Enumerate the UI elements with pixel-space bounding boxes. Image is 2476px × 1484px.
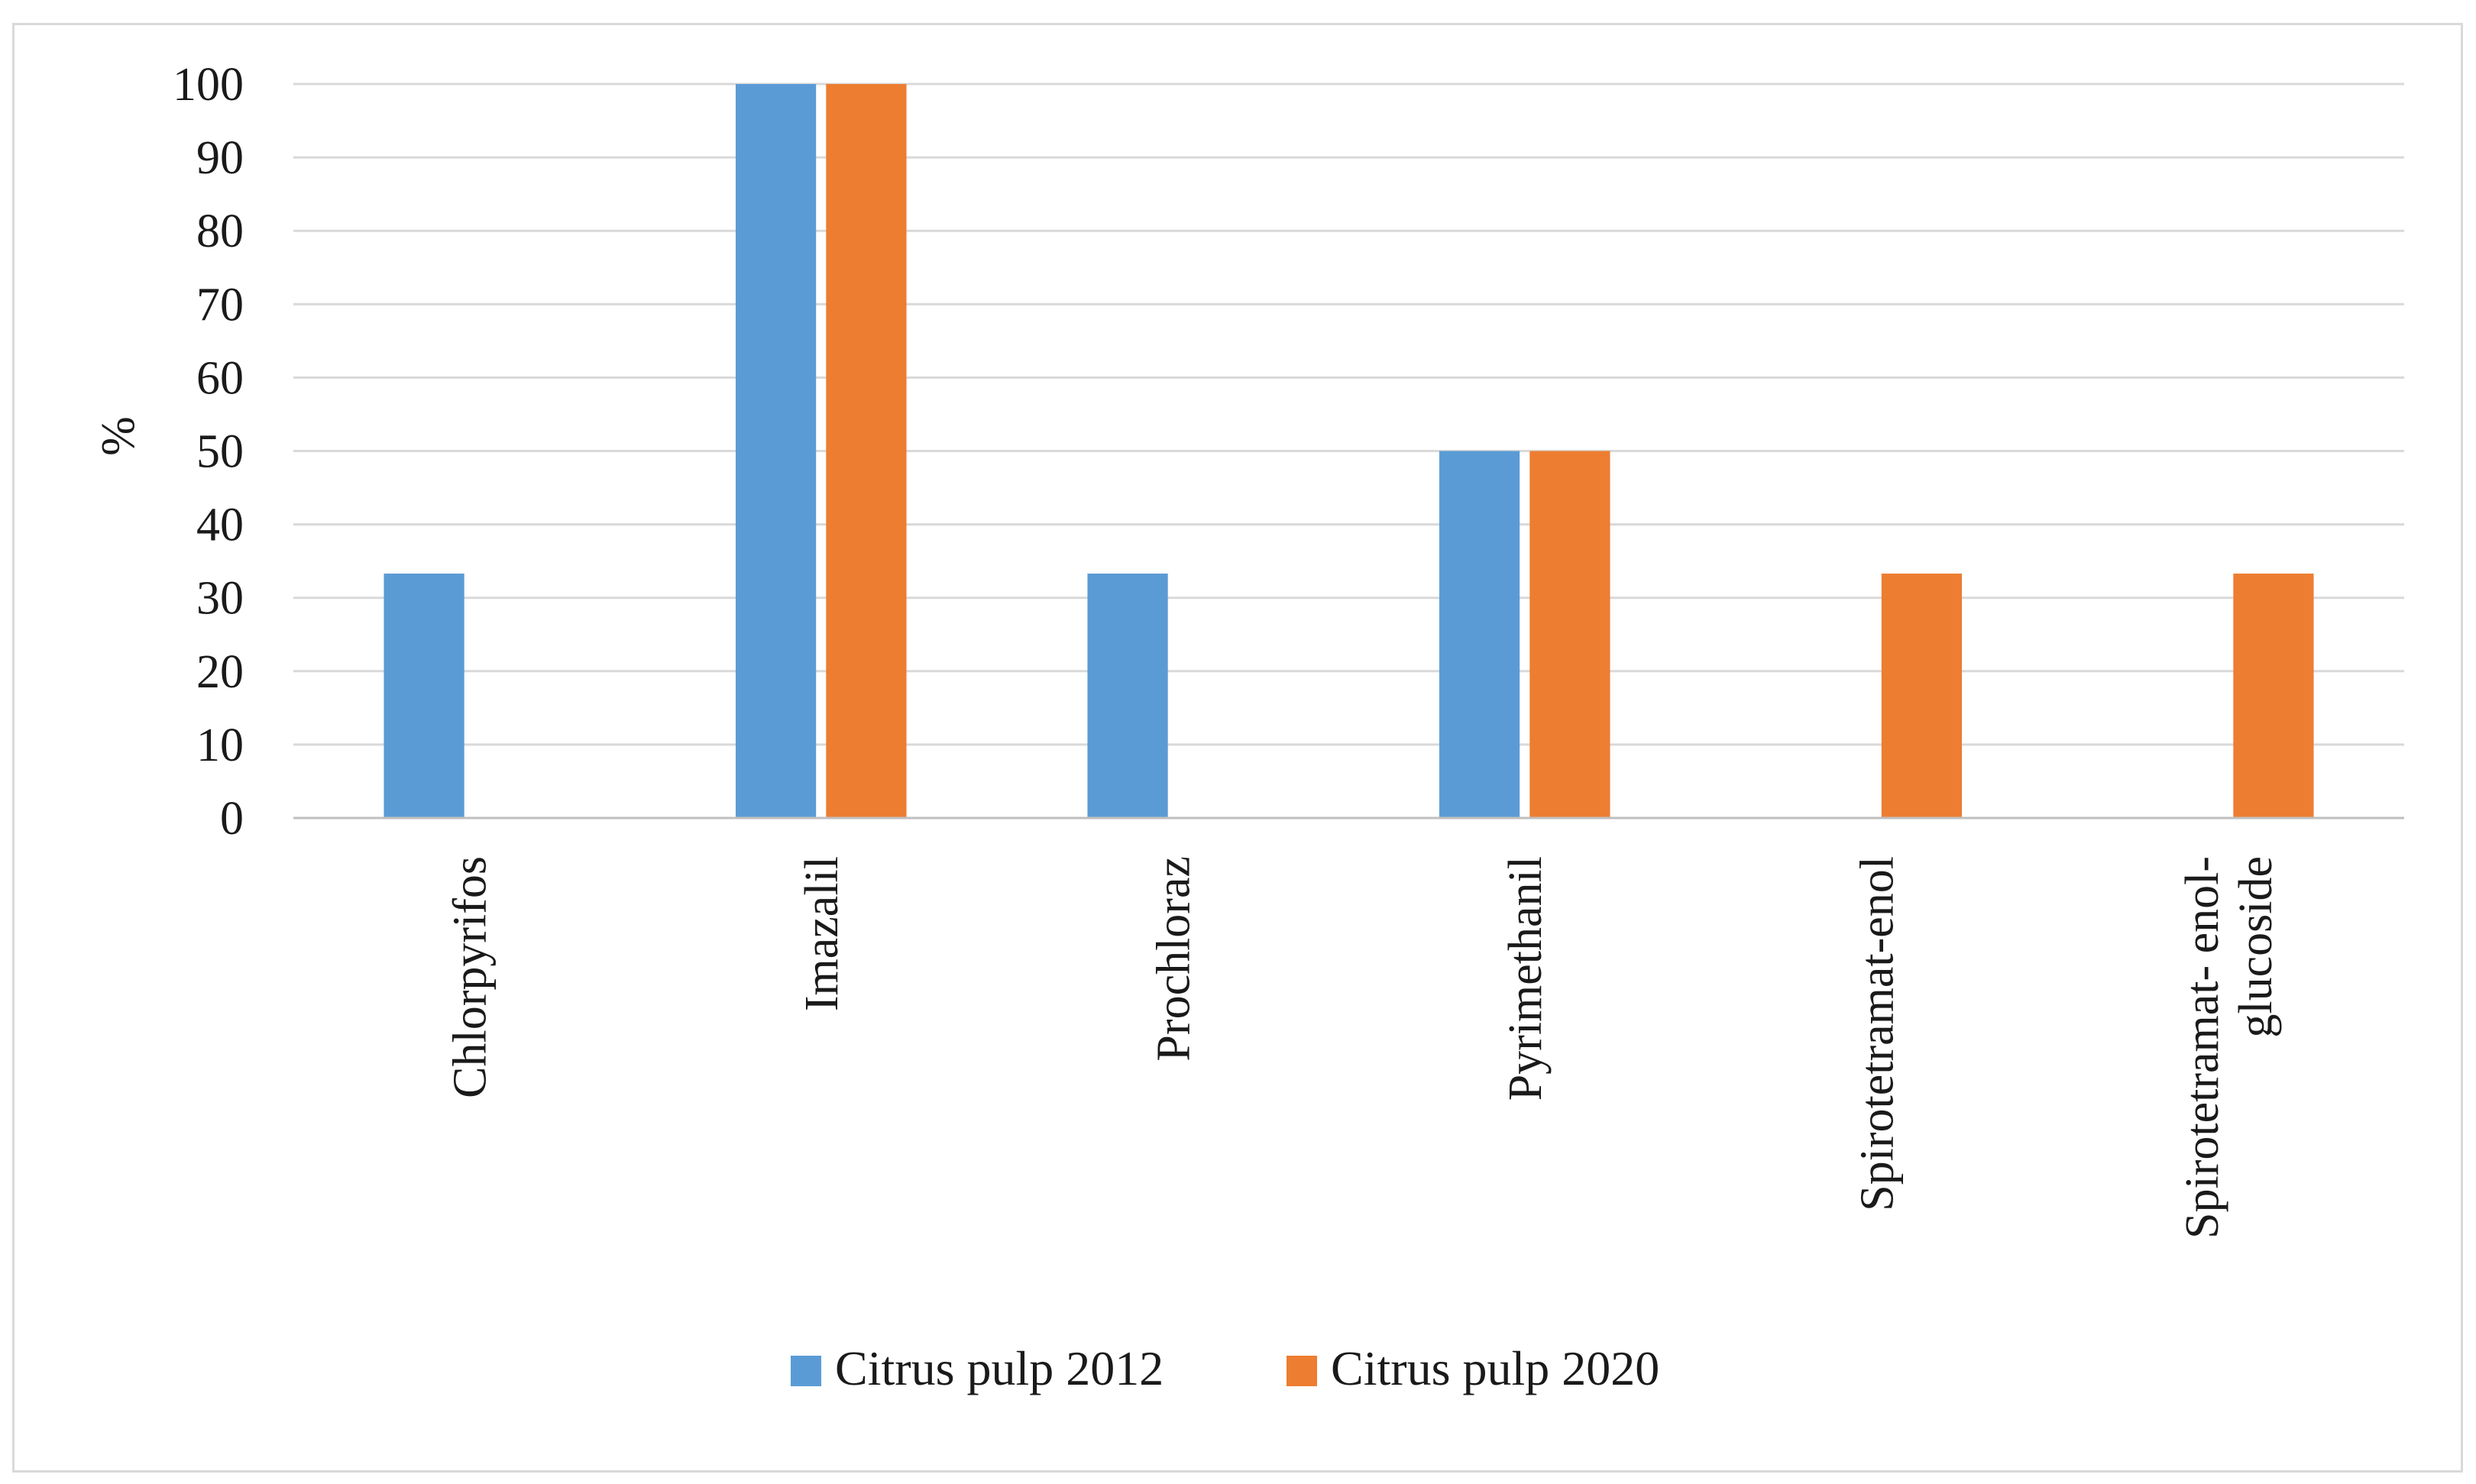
bar-chlorpyrifos-series-1 <box>384 573 464 818</box>
legend-label-series-2: Citrus pulp 2020 <box>1331 1341 1659 1395</box>
y-tick-label: 20 <box>196 646 244 698</box>
gridlines <box>293 82 2404 746</box>
legend-label-series-1: Citrus pulp 2012 <box>835 1341 1164 1395</box>
bar-imazalil-series-2 <box>826 84 907 818</box>
bar-imazalil-series-1 <box>735 84 817 818</box>
y-tick-label: 40 <box>196 500 244 551</box>
y-tick-labels: 0 10 20 30 40 50 60 70 80 90 100 <box>173 59 244 845</box>
x-category-labels: Chlorpyrifos Imazalil Prochloraz Pyrimethan… <box>444 856 2282 1239</box>
x-category-label: Imazalil <box>796 856 848 1011</box>
legend-swatch-series-2 <box>1287 1356 1317 1386</box>
x-category-label: Spirotetramat- enol- <box>2177 856 2228 1239</box>
y-tick-label: 10 <box>196 719 244 771</box>
x-category-label: Chlorpyrifos <box>444 856 496 1098</box>
x-category-label: Pyrimethanil <box>1500 856 1552 1101</box>
x-category-label: Spirotetramat-enol <box>1851 856 1903 1211</box>
bar-chart: 0 10 20 30 40 50 60 70 80 90 100 Chlorpyrifos Imaza… <box>92 59 2404 1395</box>
bar-pyrimethanil-series-2 <box>1529 451 1610 818</box>
y-tick-label: 80 <box>196 205 244 257</box>
legend-swatch-series-1 <box>791 1356 821 1386</box>
x-category-label: Prochloraz <box>1147 856 1199 1062</box>
y-tick-label: 60 <box>196 352 244 404</box>
y-tick-label: 90 <box>196 132 244 184</box>
chart-frame: 0 10 20 30 40 50 60 70 80 90 100 Chlorpyrifos Imaza… <box>12 23 2463 1473</box>
y-tick-label: 100 <box>173 59 244 111</box>
bars <box>384 84 2314 818</box>
bar-pyrimethanil-series-1 <box>1439 451 1520 818</box>
bar-spirotetramat-enol-series-2 <box>1881 573 1963 818</box>
y-tick-label: 70 <box>196 279 244 331</box>
y-tick-label: 50 <box>196 426 244 478</box>
y-axis-title: % <box>92 416 144 456</box>
bar-spirotetramat-enol-glucoside-series-2 <box>2233 573 2314 818</box>
bar-prochloraz-series-1 <box>1087 573 1168 818</box>
x-category-label: glucoside <box>2230 856 2282 1038</box>
legend: Citrus pulp 2012 Citrus pulp 2020 <box>791 1341 1659 1395</box>
y-tick-label: 30 <box>196 573 244 625</box>
y-tick-label: 0 <box>220 793 244 845</box>
